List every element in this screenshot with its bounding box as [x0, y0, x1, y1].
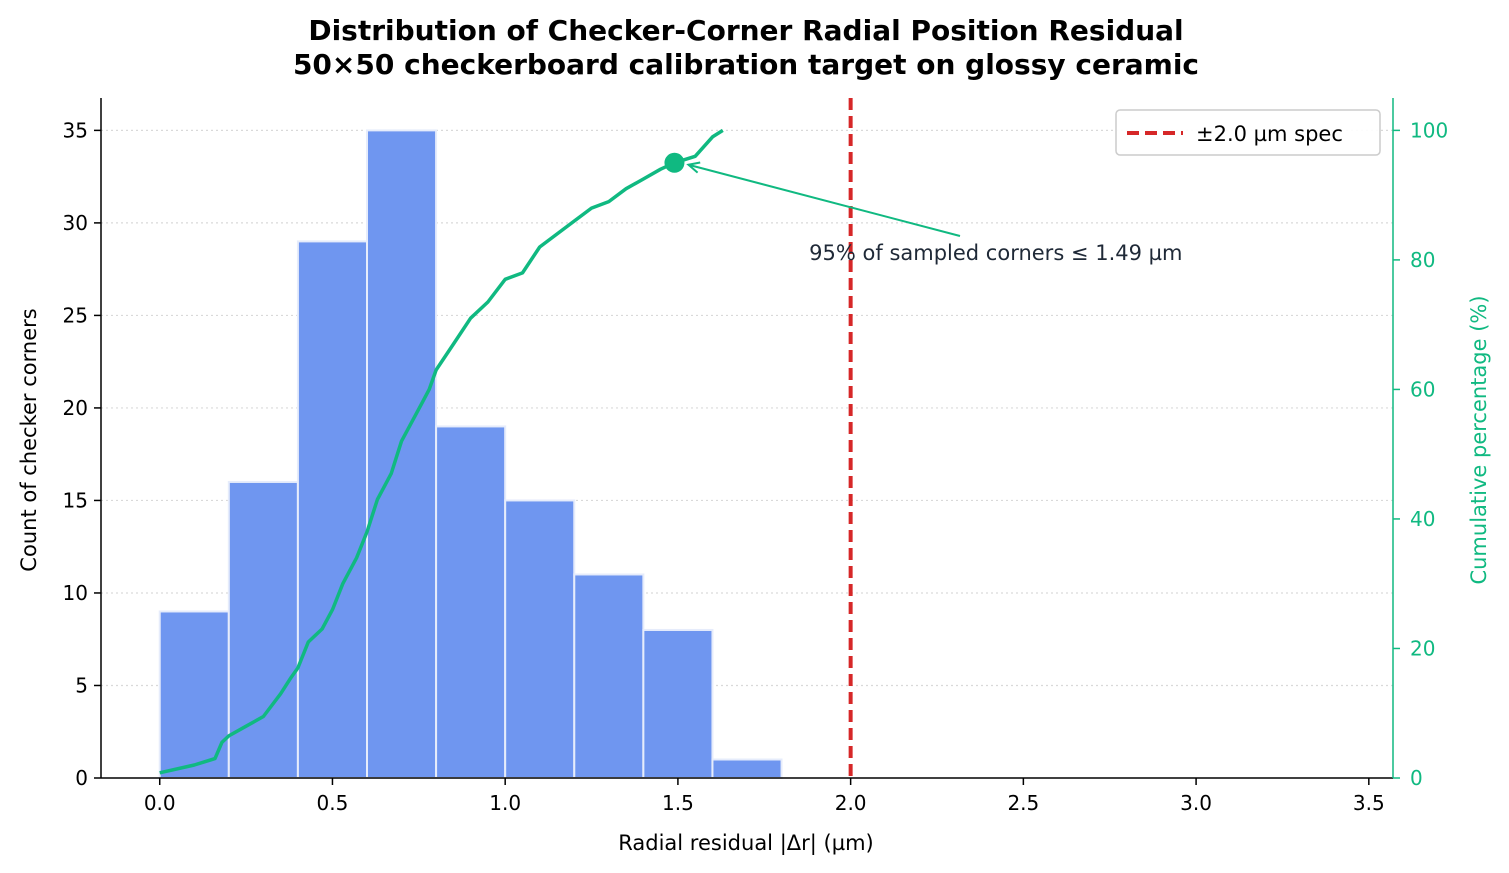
y-tick-label-2: 10 — [63, 581, 88, 605]
histogram-bar-3 — [366, 129, 438, 779]
x-ticks: 0.0 0.5 1.0 1.5 2.0 2.5 3.0 3.5 — [144, 778, 1385, 815]
x-tick-label-0: 0.0 — [144, 791, 176, 815]
y-tick-label-1: 5 — [75, 673, 88, 697]
cumulative-curve-group — [159, 128, 724, 775]
y2-tick-label-2: 40 — [1410, 507, 1435, 531]
y-tick-label-3: 15 — [63, 488, 88, 512]
y2-tick-label-4: 80 — [1410, 248, 1435, 272]
x-tick-label-6: 3.0 — [1180, 791, 1212, 815]
x-tick-label-1: 0.5 — [317, 791, 349, 815]
y-axis-label: Count of checker corners — [17, 308, 41, 571]
cumulative-line — [159, 128, 724, 775]
y-tick-label-7: 35 — [63, 118, 88, 142]
histogram-bar-6 — [573, 573, 645, 779]
annotation-arrow — [688, 163, 961, 237]
y2-tick-label-1: 20 — [1410, 636, 1435, 660]
y2-tick-label-0: 0 — [1410, 766, 1423, 790]
y-tick-label-4: 20 — [63, 396, 88, 420]
x-tick-label-3: 1.5 — [662, 791, 694, 815]
annotation-arrowhead — [686, 161, 701, 174]
histogram-bar-1 — [227, 480, 299, 779]
y-ticks: 0 5 10 15 20 25 30 35 — [63, 118, 101, 790]
y-tick-label-6: 30 — [63, 211, 88, 235]
axes — [100, 98, 1394, 779]
y-tick-label-5: 25 — [63, 303, 88, 327]
histogram-bars — [158, 129, 783, 779]
y2-ticks: 0 20 40 60 80 100 — [1393, 118, 1448, 790]
histogram-bar-4 — [435, 425, 507, 779]
x-tick-label-4: 2.0 — [835, 791, 867, 815]
chart-subtitle: 50×50 checkerboard calibration target on… — [293, 48, 1199, 81]
annotation-group: 95% of sampled corners ≤ 1.49 µm — [686, 161, 1182, 265]
histogram-bar-5 — [504, 499, 576, 779]
x-tick-label-5: 2.5 — [1007, 791, 1039, 815]
legend-box — [1115, 109, 1381, 156]
y2-tick-label-5: 100 — [1410, 118, 1448, 142]
annotation-text: 95% of sampled corners ≤ 1.49 µm — [809, 241, 1182, 265]
histogram-bar-7 — [642, 628, 714, 779]
y2-tick-label-3: 60 — [1410, 377, 1435, 401]
chart-title: Distribution of Checker-Corner Radial Po… — [308, 14, 1183, 47]
y-tick-label-0: 0 — [75, 766, 88, 790]
histogram-bar-8 — [711, 758, 783, 779]
marker-95-percent — [664, 152, 685, 173]
x-axis-label: Radial residual |Δr| (µm) — [618, 831, 873, 856]
x-tick-label-2: 1.0 — [489, 791, 521, 815]
legend-label-spec: ±2.0 µm spec — [1196, 122, 1343, 146]
y2-axis-label: Cumulative percentage (%) — [1467, 295, 1491, 584]
histogram-bar-2 — [296, 240, 368, 779]
x-tick-label-7: 3.5 — [1353, 791, 1385, 815]
legend: ±2.0 µm spec — [1115, 109, 1381, 156]
